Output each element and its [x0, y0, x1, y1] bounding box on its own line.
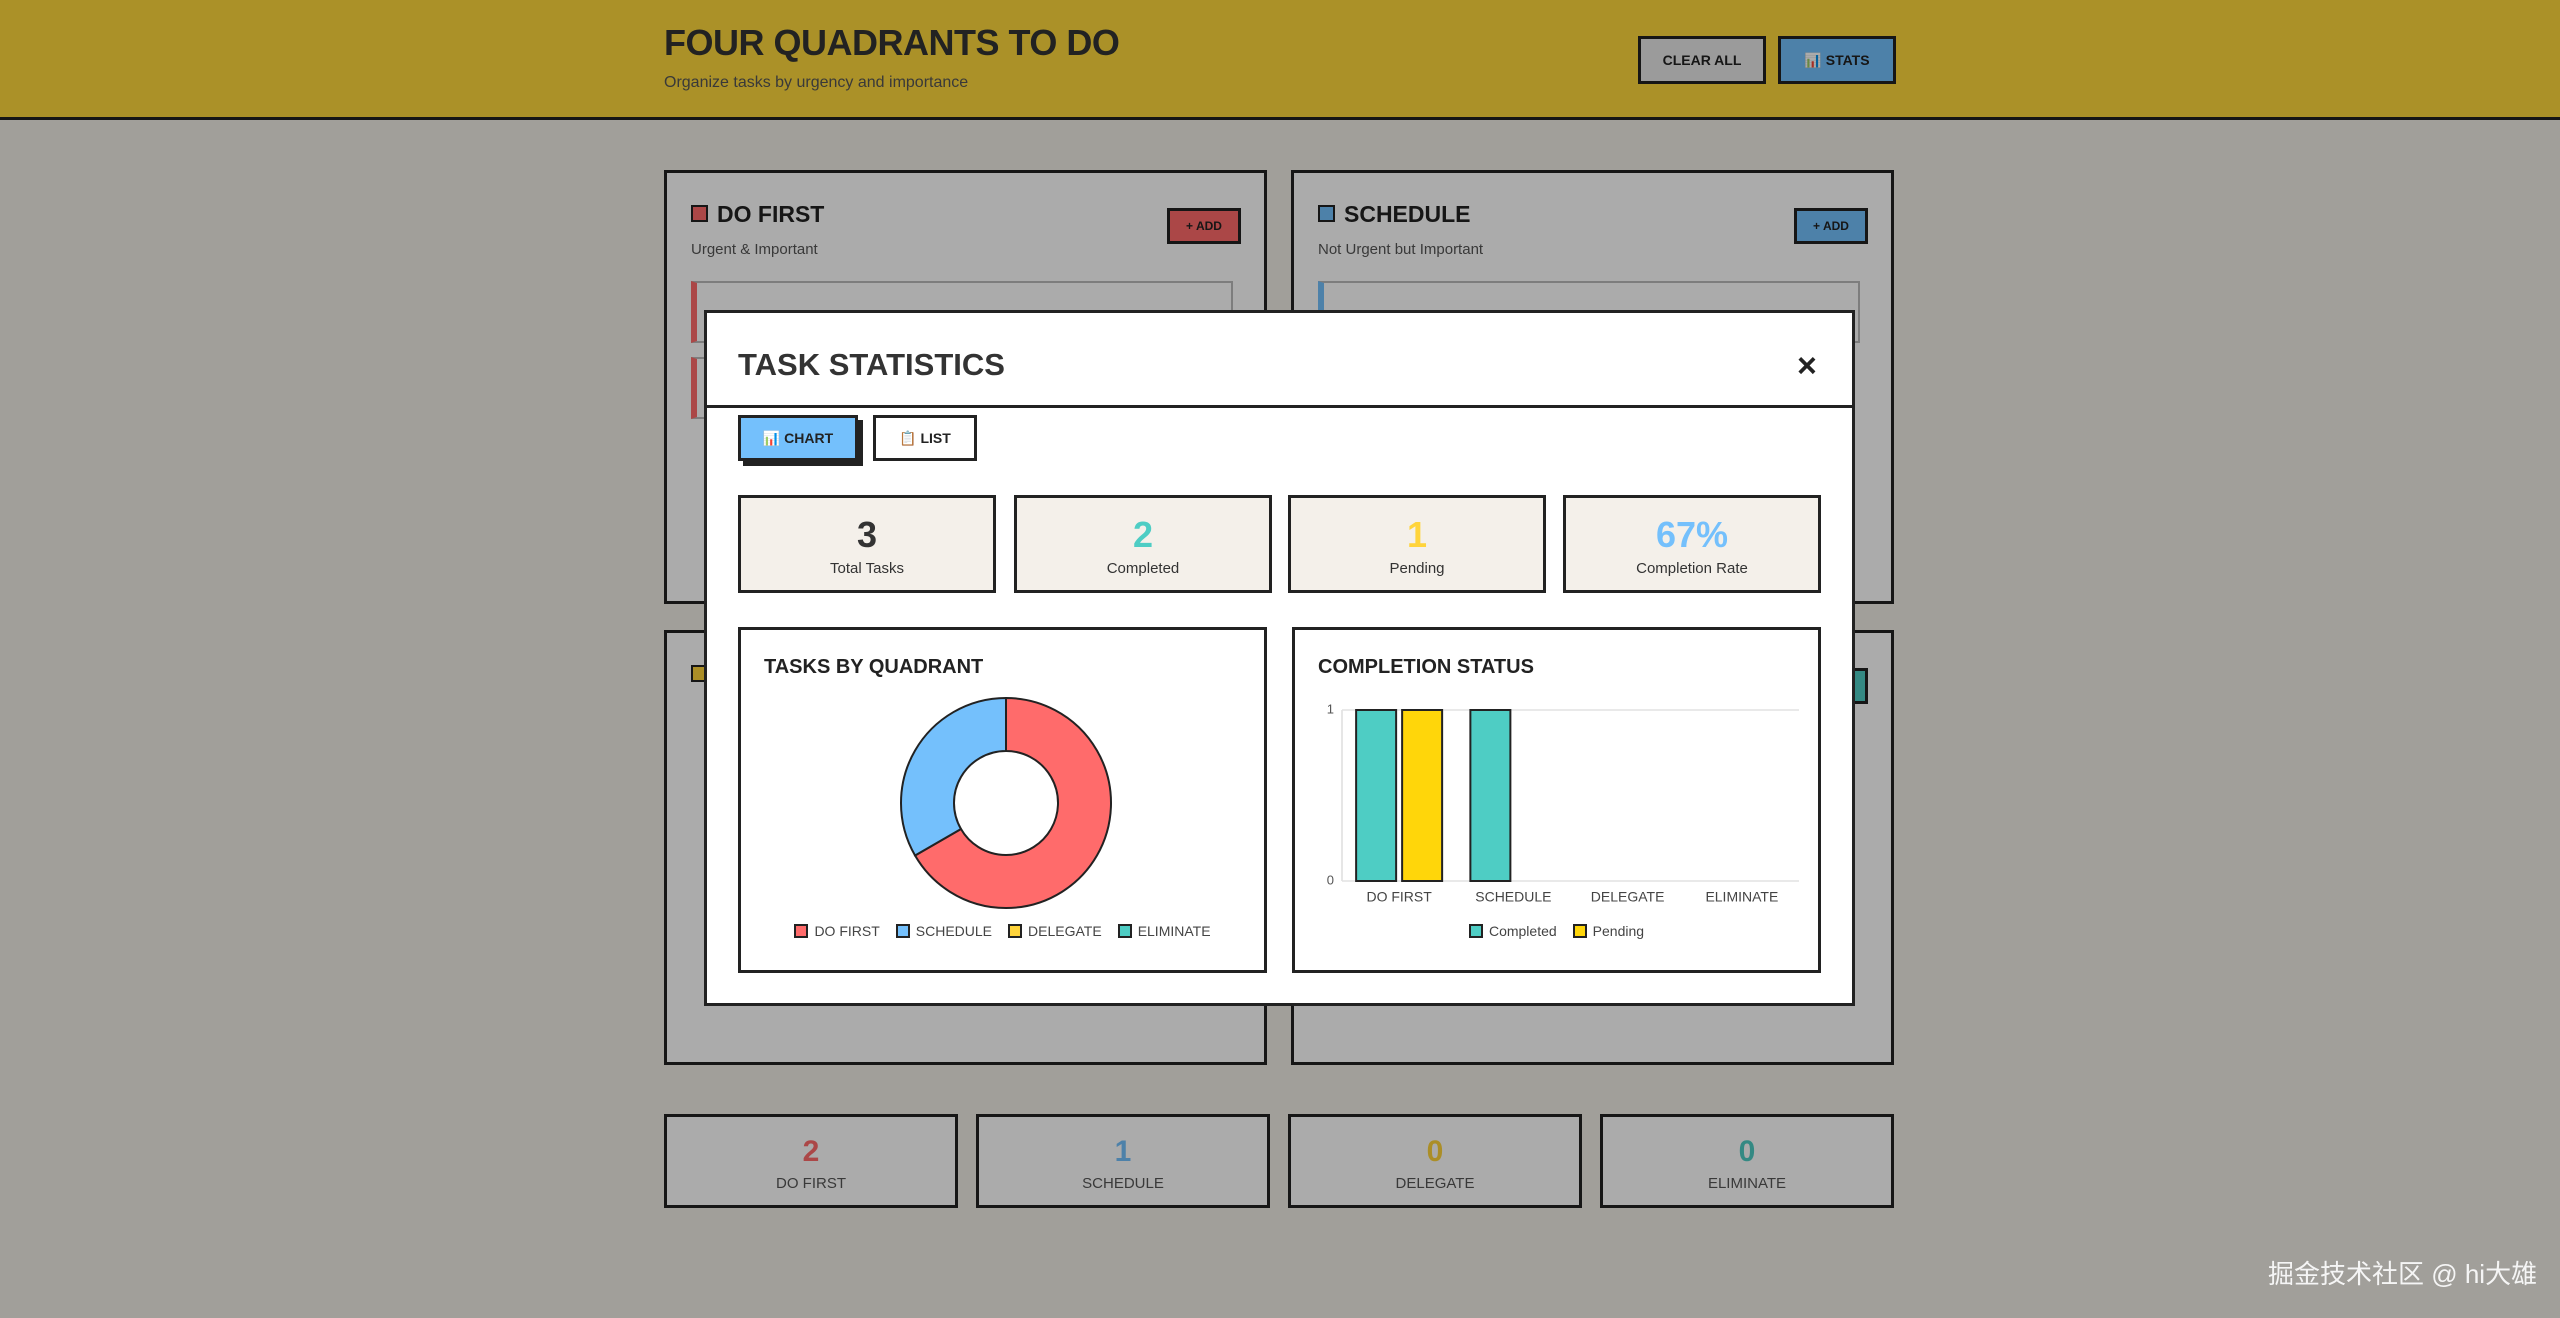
legend-item[interactable]: DELEGATE: [1008, 923, 1102, 939]
modal-header: TASK STATISTICS ×: [707, 313, 1852, 408]
stat-label: Pending: [1389, 560, 1445, 577]
x-tick-label: DELEGATE: [1591, 889, 1665, 905]
quadrant-color: [691, 205, 708, 222]
stat-label: Completion Rate: [1636, 560, 1748, 577]
watermark: 掘金技术社区 @ hi大雄: [2268, 1259, 2538, 1289]
legend-label: SCHEDULE: [915, 923, 993, 939]
legend-label: Pending: [1592, 923, 1645, 939]
summary-card: 0 ELIMINATE: [1600, 1114, 1894, 1208]
summary-count: 0: [1738, 1135, 1756, 1168]
bar: [1401, 709, 1444, 882]
stat-card: 67% Completion Rate: [1563, 495, 1821, 593]
legend-swatch: [1572, 924, 1587, 938]
legend-label: Completed: [1488, 923, 1557, 939]
summary-count: 1: [1114, 1135, 1132, 1168]
summary-card: 0 DELEGATE: [1288, 1114, 1582, 1208]
summary-count: 0: [1426, 1135, 1444, 1168]
legend-label: ELIMINATE: [1137, 923, 1211, 939]
legend-item[interactable]: Pending: [1572, 923, 1645, 939]
stat-value: 67%: [1655, 514, 1729, 555]
stat-label: Completed: [1106, 560, 1180, 577]
stats-button[interactable]: 📊 STATS: [1778, 36, 1896, 84]
stat-card: 1 Pending: [1288, 495, 1546, 593]
y-tick-label: 0: [1327, 872, 1334, 887]
legend-label: DO FIRST: [814, 923, 880, 939]
add-button[interactable]: + ADD: [1794, 208, 1868, 244]
app-title: FOUR QUADRANTS TO DO: [664, 22, 1120, 63]
legend-item[interactable]: SCHEDULE: [895, 923, 993, 939]
quadrant-color: [1318, 205, 1335, 222]
quadrant-title: SCHEDULE: [1344, 201, 1471, 227]
summary-card: 2 DO FIRST: [664, 1114, 958, 1208]
add-button[interactable]: + ADD: [1167, 208, 1241, 244]
y-tick-label: 1: [1327, 701, 1334, 716]
legend-item[interactable]: ELIMINATE: [1117, 923, 1211, 939]
legend-swatch: [895, 924, 910, 938]
chart-panel: TASKS BY QUADRANT DO FIRST SCHEDULE DELEGA…: [738, 627, 1267, 973]
x-tick-label: DO FIRST: [1366, 889, 1432, 905]
pie-chart: [900, 696, 1112, 909]
pie-slice: [913, 696, 1112, 909]
chart-title: TASKS BY QUADRANT: [764, 656, 984, 678]
chart-panel: 0 1 DO FIRST SCHEDULE DELEGATE ELIMINATE COMP…: [1292, 627, 1821, 973]
summary-label: DO FIRST: [776, 1175, 846, 1192]
summary-label: ELIMINATE: [1707, 1175, 1787, 1192]
quadrant-subtitle: Urgent & Important: [691, 241, 818, 258]
close-button[interactable]: ×: [1797, 347, 1817, 385]
app-subtitle: Organize tasks by urgency and importance: [664, 74, 969, 91]
stat-value: 2: [1132, 514, 1154, 555]
legend-swatch: [1468, 924, 1483, 938]
stat-card: 2 Completed: [1014, 495, 1272, 593]
legend: DO FIRST SCHEDULE DELEGATE ELIMINATE: [741, 919, 1264, 943]
legend: Completed Pending: [1295, 919, 1818, 943]
legend-swatch: [1008, 924, 1023, 938]
quadrant-title: DO FIRST: [717, 201, 825, 227]
pie-slice: [900, 696, 1007, 857]
stat-value: 3: [856, 514, 878, 555]
legend-swatch: [794, 924, 809, 938]
app-header: FOUR QUADRANTS TO DO Organize tasks by u…: [0, 0, 2560, 120]
bar: [1355, 709, 1398, 882]
modal-title: TASK STATISTICS: [738, 347, 1005, 382]
summary-count: 2: [802, 1135, 820, 1168]
quadrant-subtitle: Not Urgent but Important: [1318, 241, 1484, 258]
stat-label: Total Tasks: [830, 560, 904, 577]
legend-swatch: [1117, 924, 1132, 938]
x-tick-label: ELIMINATE: [1705, 889, 1778, 905]
clear-all-button[interactable]: CLEAR ALL: [1638, 36, 1766, 84]
stats-modal: TASK STATISTICS × 📊 CHART 📋 LIST 3 Total…: [704, 310, 1855, 1006]
legend-item[interactable]: DO FIRST: [794, 923, 880, 939]
legend-label: DELEGATE: [1028, 923, 1102, 939]
summary-label: DELEGATE: [1395, 1175, 1475, 1192]
summary-label: SCHEDULE: [1082, 1175, 1164, 1192]
summary-card: 1 SCHEDULE: [976, 1114, 1270, 1208]
bar-chart: 0 1 DO FIRST SCHEDULE DELEGATE ELIMINATE: [1327, 701, 1799, 905]
list-tab[interactable]: 📋 LIST: [873, 415, 977, 461]
bar: [1469, 709, 1512, 882]
x-tick-label: SCHEDULE: [1475, 889, 1551, 905]
chart-title: COMPLETION STATUS: [1318, 656, 1534, 678]
stat-card: 3 Total Tasks: [738, 495, 996, 593]
legend-item[interactable]: Completed: [1468, 923, 1557, 939]
chart-tab[interactable]: 📊 CHART: [738, 415, 858, 461]
stat-value: 1: [1406, 514, 1428, 555]
